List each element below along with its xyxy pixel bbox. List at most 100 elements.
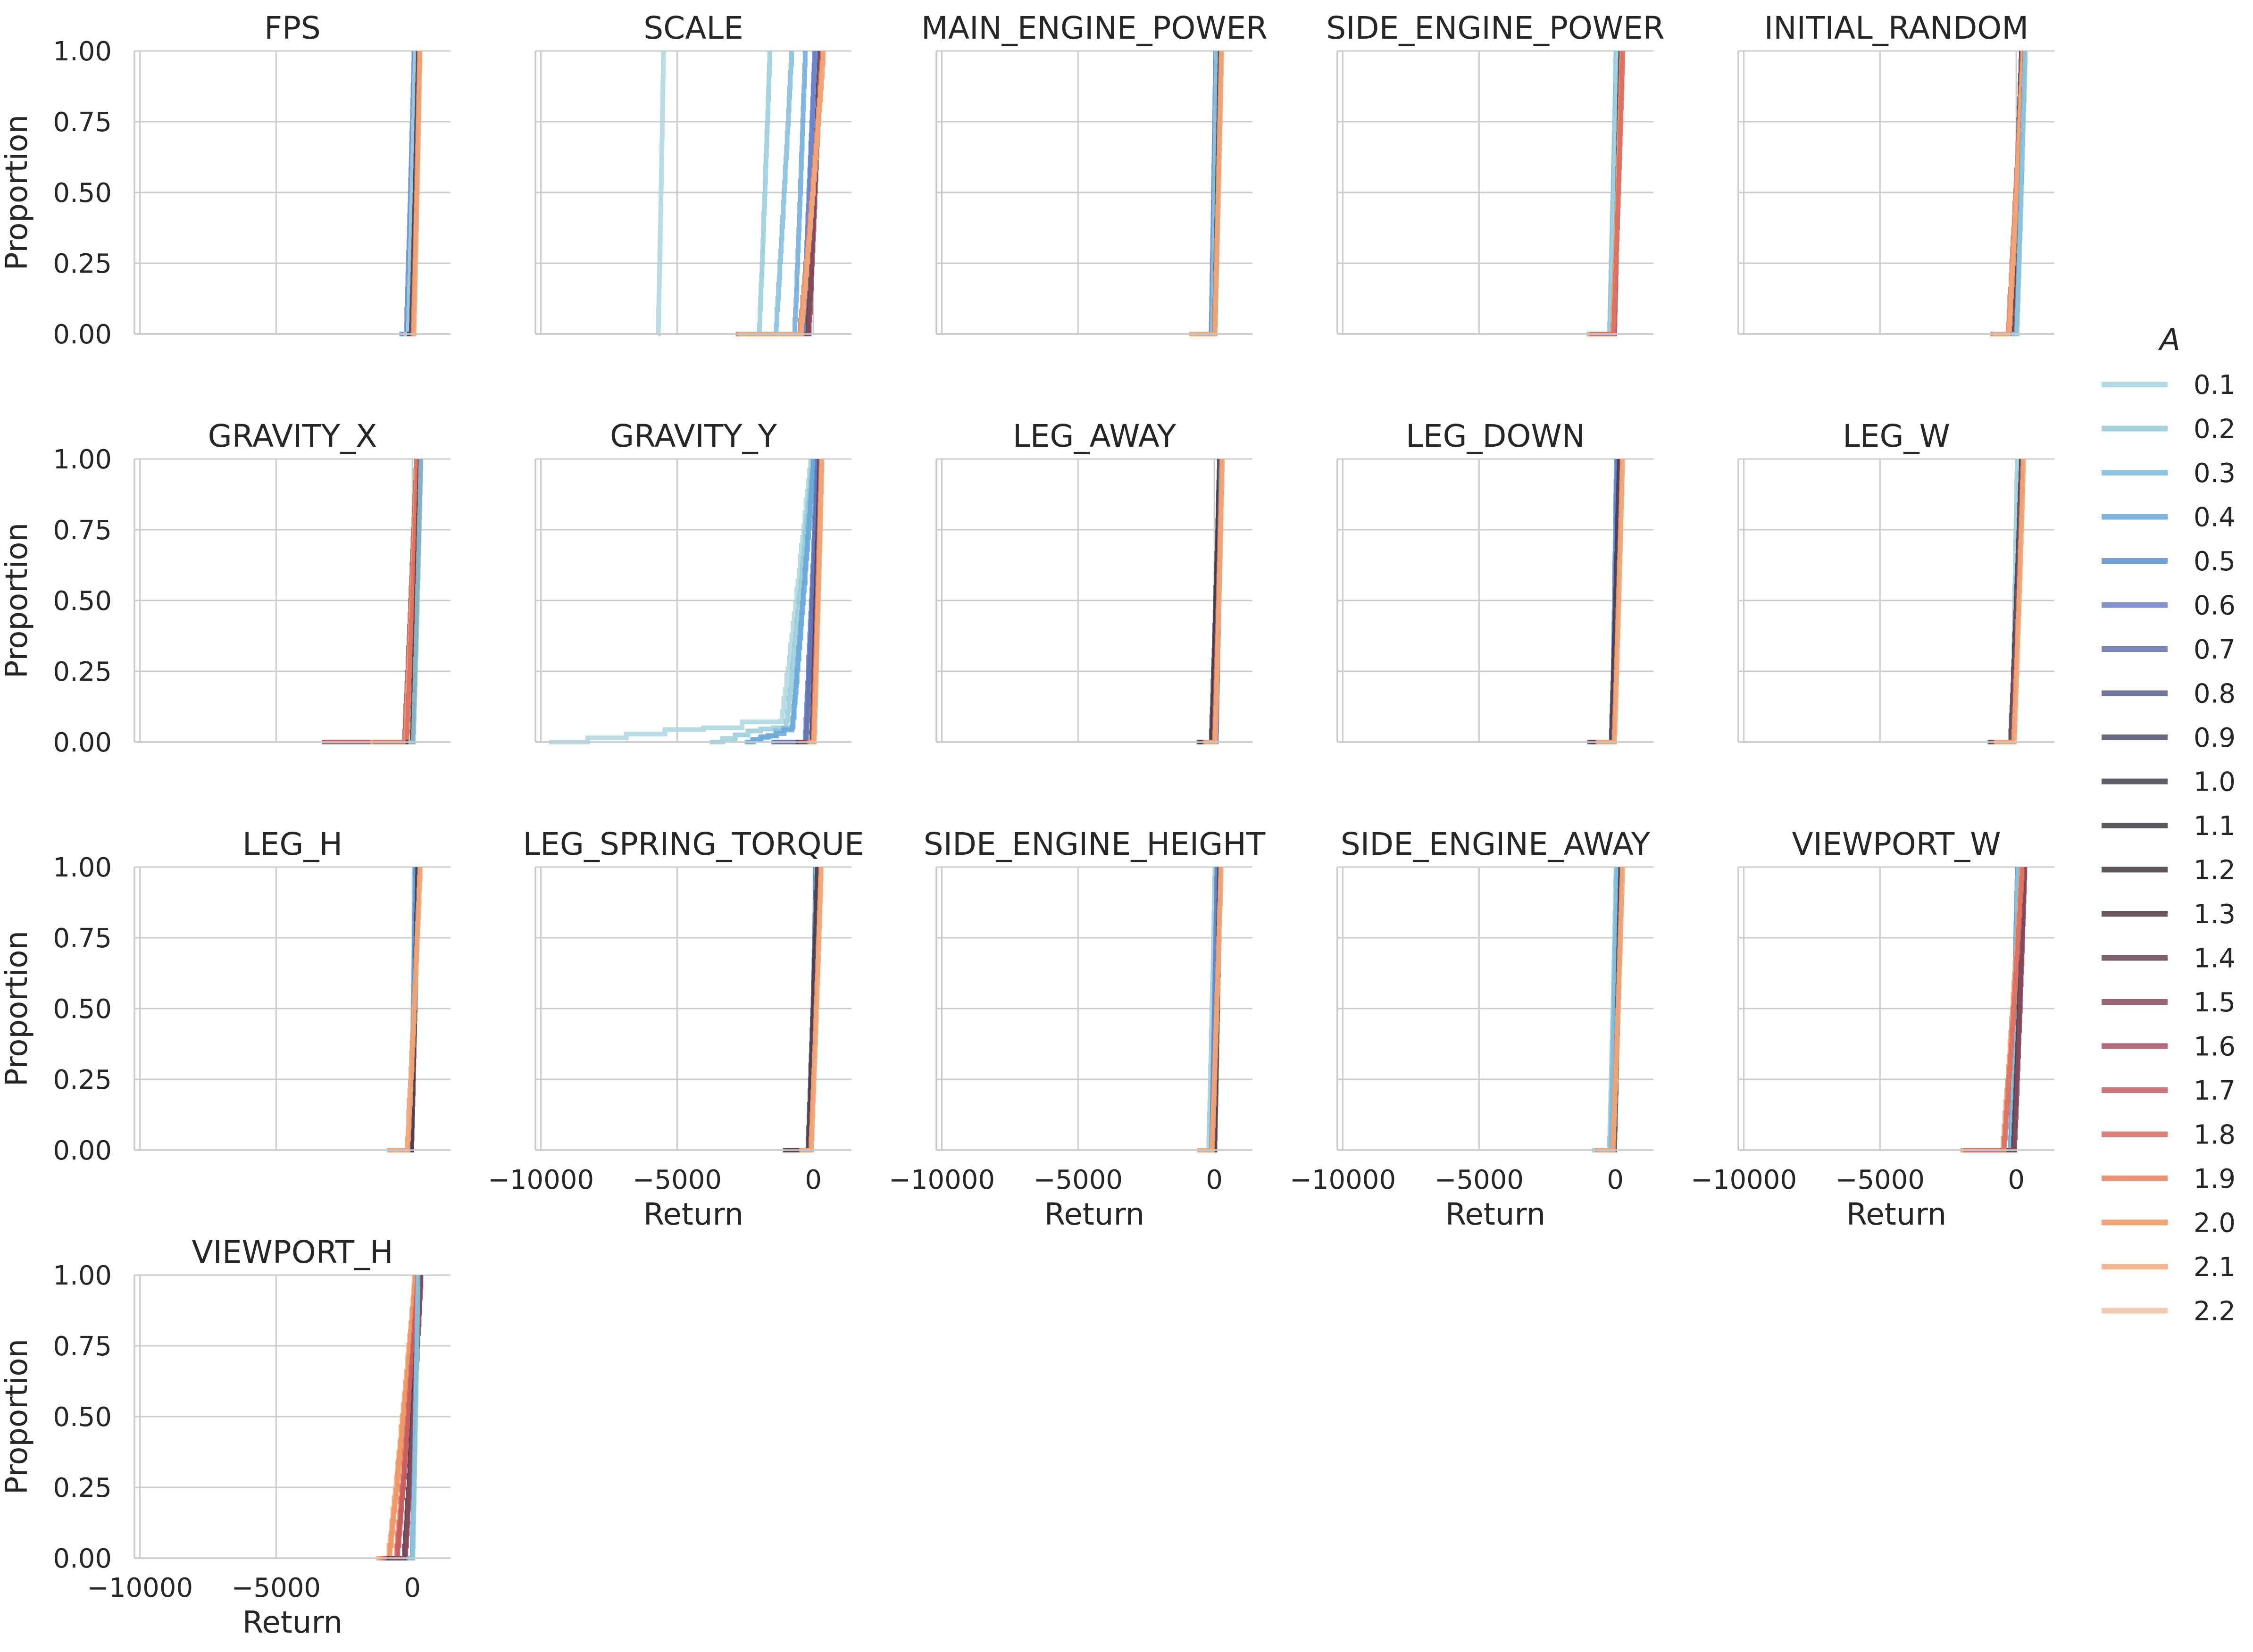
- panel-leg-down: LEG_DOWN: [1336, 418, 1653, 744]
- x-axis-label: Return: [1445, 1197, 1545, 1232]
- x-tick-label: −5000: [232, 1573, 321, 1603]
- ecdf-lines: [1196, 459, 1225, 744]
- ecdf-series-line: [408, 1275, 421, 1560]
- y-tick-label: 0.75: [53, 923, 112, 954]
- ecdf-lines: [549, 459, 825, 744]
- y-tick-label: 0.75: [53, 515, 112, 546]
- legend-entry-label: 0.8: [2194, 679, 2236, 709]
- ecdf-series-line: [1963, 867, 2025, 1152]
- x-tick-label: 0: [404, 1573, 421, 1603]
- x-tick-label: −5000: [1034, 1165, 1123, 1195]
- y-axis-label: Proportion: [0, 931, 34, 1086]
- ecdf-lines: [1987, 459, 2026, 744]
- ecdf-series-line: [1985, 867, 2028, 1152]
- x-tick-label: 0: [1206, 1165, 1223, 1195]
- legend-entry-label: 0.6: [2194, 591, 2236, 621]
- legend-title: A: [2158, 323, 2180, 358]
- y-tick-label: 1.00: [53, 1260, 112, 1291]
- ecdf-lines: [1960, 867, 2028, 1152]
- panel-title: LEG_AWAY: [1013, 418, 1177, 454]
- legend-entry-label: 2.2: [2194, 1296, 2236, 1327]
- panel-leg-w: LEG_W: [1737, 418, 2054, 744]
- legend-entry-label: 1.7: [2194, 1076, 2236, 1106]
- panel-title: FPS: [264, 10, 321, 46]
- ecdf-series-line: [403, 51, 418, 336]
- panel-title: SIDE_ENGINE_AWAY: [1341, 826, 1651, 862]
- ecdf-series-line: [1597, 459, 1625, 744]
- y-tick-label: 1.00: [53, 852, 112, 883]
- panel-title: SCALE: [643, 10, 743, 46]
- panel-title: LEG_H: [242, 826, 342, 862]
- y-tick-label: 0.00: [53, 1544, 112, 1574]
- ecdf-lines: [322, 459, 424, 744]
- panel-title: SIDE_ENGINE_POWER: [1326, 10, 1664, 46]
- x-tick-label: −5000: [633, 1165, 722, 1195]
- y-tick-label: 0.50: [53, 586, 112, 617]
- legend-entry-label: 1.1: [2194, 811, 2236, 842]
- x-tick-label: −10000: [488, 1165, 594, 1195]
- panels-layer: FPS 0.00 0.25 0.50 0.75 1.00 Proportion SCALE MA…: [0, 10, 2054, 1640]
- panel-title: SIDE_ENGINE_HEIGHT: [924, 826, 1266, 862]
- panel-title: INITIAL_RANDOM: [1764, 10, 2028, 46]
- panel-viewport-h: VIEWPORT_H 0.00 0.25 0.50 0.75 1.00 Proportion…: [0, 1234, 451, 1640]
- legend-entry-label: 1.0: [2194, 767, 2236, 798]
- x-tick-label: −10000: [87, 1573, 193, 1603]
- panel-title: GRAVITY_X: [208, 418, 377, 454]
- legend-entry-label: 1.9: [2194, 1164, 2236, 1194]
- legend-entry-label: 1.3: [2194, 899, 2236, 930]
- ecdf-lines: [1592, 867, 1625, 1152]
- ecdf-series-line: [745, 51, 794, 336]
- panel-main-engine-power: MAIN_ENGINE_POWER: [921, 10, 1268, 336]
- ecdf-series-line: [411, 51, 423, 336]
- legend-entry-label: 0.5: [2194, 546, 2236, 577]
- y-tick-label: 0.00: [53, 1135, 112, 1166]
- legend: A 0.1 0.2 0.3 0.4 0.5 0.6 0.7 0.8 0.9 1.0 1.1 1.2 1.…: [2102, 323, 2236, 1327]
- ecdf-series-line: [408, 459, 424, 744]
- panel-scale: SCALE: [534, 10, 851, 336]
- panel-title: VIEWPORT_W: [1792, 826, 2001, 862]
- x-tick-label: 0: [1607, 1165, 1624, 1195]
- panel-title: GRAVITY_Y: [610, 418, 777, 454]
- panel-initial-random: INITIAL_RANDOM: [1737, 10, 2054, 336]
- y-tick-label: 0.25: [53, 1473, 112, 1503]
- x-axis-label: Return: [1044, 1197, 1144, 1232]
- y-tick-label: 0.25: [53, 657, 112, 687]
- panel-side-engine-power: SIDE_ENGINE_POWER: [1326, 10, 1665, 336]
- y-axis-label: Proportion: [0, 523, 34, 678]
- panel-side-engine-away: SIDE_ENGINE_AWAY −10000 −5000 0 Return: [1290, 826, 1653, 1232]
- x-tick-label: −10000: [1691, 1165, 1797, 1195]
- ecdf-series-line: [1190, 51, 1224, 336]
- x-tick-label: −5000: [1435, 1165, 1524, 1195]
- panel-title: MAIN_ENGINE_POWER: [921, 10, 1268, 46]
- ecdf-series-line: [656, 51, 666, 336]
- legend-entry-label: 0.1: [2194, 370, 2236, 400]
- y-tick-label: 0.25: [53, 249, 112, 279]
- ecdf-lines: [1990, 51, 2028, 336]
- y-tick-label: 0.75: [53, 1331, 112, 1362]
- x-tick-label: −5000: [1836, 1165, 1925, 1195]
- ecdf-series-line: [746, 459, 816, 744]
- ecdf-series-line: [2011, 51, 2028, 336]
- x-tick-label: −10000: [1290, 1165, 1396, 1195]
- x-tick-label: 0: [2008, 1165, 2025, 1195]
- ecdf-series-line: [738, 51, 826, 336]
- ecdf-series-line: [753, 51, 772, 336]
- legend-entry-label: 1.4: [2194, 943, 2236, 974]
- legend-entry-label: 1.6: [2194, 1032, 2236, 1062]
- panel-fps: FPS 0.00 0.25 0.50 0.75 1.00 Proportion: [0, 10, 451, 350]
- ecdf-lines: [1586, 51, 1625, 336]
- legend-entry-label: 2.1: [2194, 1252, 2236, 1283]
- y-tick-label: 0.50: [53, 994, 112, 1025]
- x-axis-label: Return: [643, 1197, 743, 1232]
- panel-leg-spring-torque: LEG_SPRING_TORQUE −10000 −5000 0 Return: [488, 826, 864, 1232]
- legend-entry-label: 0.4: [2194, 502, 2236, 533]
- ecdf-series-line: [780, 51, 808, 336]
- x-tick-label: 0: [805, 1165, 822, 1195]
- ecdf-lines: [399, 51, 423, 336]
- panel-side-engine-height: SIDE_ENGINE_HEIGHT −10000 −5000 0 Return: [889, 826, 1266, 1232]
- ecdf-series-line: [1198, 867, 1224, 1152]
- ecdf-series-line: [809, 459, 825, 744]
- panel-gravity-x: GRAVITY_X 0.00 0.25 0.50 0.75 1.00 Proportion: [0, 418, 451, 758]
